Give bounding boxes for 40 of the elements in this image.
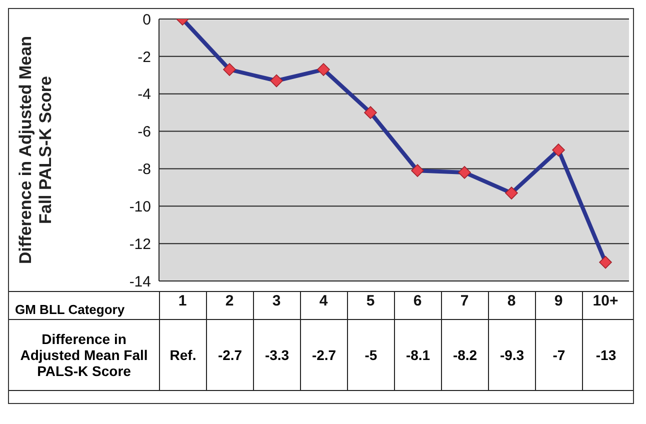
data-label: -2.7	[206, 320, 253, 390]
y-tick-label: -10	[129, 198, 151, 216]
x-tick-label: 8	[507, 292, 516, 310]
y-axis-title: Difference in Adjusted Mean Fall PALS-K Score	[16, 36, 55, 264]
point	[505, 186, 518, 200]
point	[270, 74, 283, 88]
point	[364, 106, 377, 119]
point	[552, 144, 565, 156]
data-label: -9.3	[488, 320, 535, 390]
x-tick-label: 4	[319, 292, 328, 310]
point	[223, 63, 236, 76]
point	[411, 164, 424, 177]
x-tick-label: 2	[225, 292, 234, 310]
data-label: -2.7	[300, 320, 347, 390]
y-tick-label: -12	[129, 236, 151, 253]
y-tick-label: -14	[129, 273, 151, 290]
text: Difference in Adjusted Mean Fall PALS-K Score	[19, 330, 149, 381]
x-axis-title: GM BLL Category	[14, 301, 126, 319]
data-label: -8.2	[441, 320, 488, 390]
data-label: -7	[535, 320, 582, 390]
y-tick-label: 0	[142, 11, 151, 28]
x-tick-label: 7	[460, 292, 469, 310]
point	[458, 166, 471, 179]
point	[599, 256, 612, 269]
x-tick-label: 6	[413, 292, 422, 310]
data-label: -13	[582, 320, 629, 390]
y-tick-label: -2	[138, 48, 151, 66]
point	[317, 63, 330, 76]
x-tick-label: 5	[366, 292, 375, 310]
x-tick-label: 3	[272, 292, 281, 310]
y-tick-label: -6	[138, 124, 151, 141]
data-label: -5	[347, 320, 394, 390]
x-tick-label: 10+	[592, 292, 618, 310]
y-tick-label: -4	[138, 86, 151, 104]
data-label: -3.3	[253, 320, 300, 390]
x-tick-label: 1	[178, 292, 187, 310]
x-tick-label: 9	[554, 292, 563, 310]
data-label: Ref.	[159, 320, 206, 390]
y-tick-label: -8	[138, 161, 151, 178]
data-label: -8.1	[394, 320, 441, 390]
